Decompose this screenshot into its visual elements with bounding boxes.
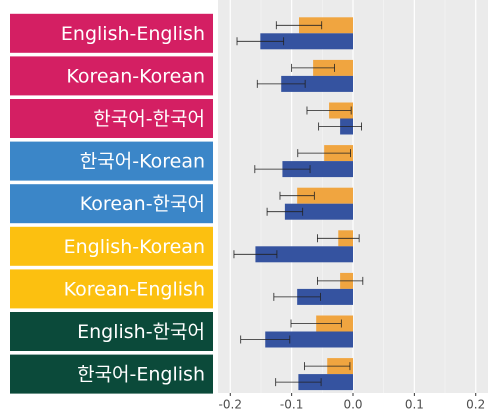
error-bar [306,106,352,115]
error-bar [275,378,322,387]
error-bar [290,319,342,328]
error-bar [279,191,315,200]
x-tick-label: -0.2 [219,398,242,410]
x-tick-label: 0.2 [466,398,485,410]
error-bar [233,250,278,259]
bar [297,187,353,204]
error-bar [240,335,291,344]
category-label: 한국어-한국어 [93,108,205,130]
error-bar [236,37,285,46]
bar [298,374,353,391]
x-tick-label: -0.1 [280,398,303,410]
category-label: 한국어-Korean [80,151,205,173]
category-box [10,13,213,53]
category-box [10,226,213,266]
category-label: Korean-한국어 [80,193,205,215]
error-bar [254,165,311,174]
error-bar [275,21,323,30]
category-label: Korean-Korean [66,65,205,87]
category-box [10,56,213,96]
bar [299,17,353,34]
error-bar [291,63,335,72]
bar [284,203,353,220]
category-label: 한국어-English [77,364,205,386]
error-bar [256,79,306,88]
error-bar [297,149,351,158]
error-bar [317,276,364,285]
bar [281,75,353,92]
category-label: English-Korean [64,236,205,258]
bar [265,331,353,348]
category-box [10,354,213,394]
category-label: English-English [61,23,205,45]
bar [297,288,353,305]
category-label: English-한국어 [77,321,205,343]
error-bar [273,292,321,301]
x-tick-label: 0.0 [343,398,362,410]
error-bar [318,122,362,131]
category-box [10,184,213,224]
category-box [10,99,213,138]
error-bar [266,207,304,216]
bar [282,161,353,178]
bar [255,246,353,263]
category-label: Korean-English [64,278,205,300]
x-tick-label: 0.1 [405,398,424,410]
category-box [10,312,213,351]
error-bar [304,362,351,371]
category-box [10,269,213,309]
error-bar [317,234,360,243]
category-box [10,141,213,181]
